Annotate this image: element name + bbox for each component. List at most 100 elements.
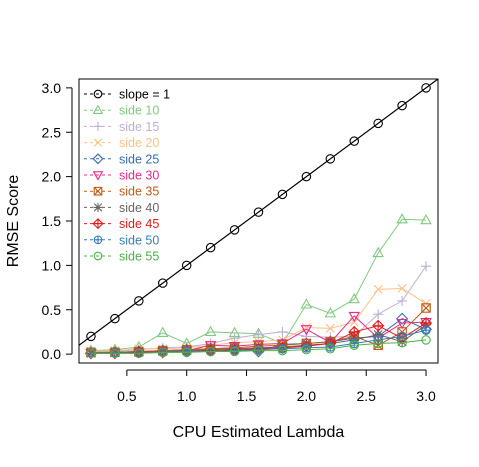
- reference-point: [86, 331, 96, 342]
- series-side-55: [86, 335, 431, 358]
- legend-swatch-marker: [92, 171, 104, 181]
- legend-swatch-marker: [93, 186, 103, 196]
- data-point: [397, 337, 407, 348]
- data-point: [253, 329, 264, 340]
- data-point: [300, 298, 313, 309]
- x-tick-label: 1.5: [237, 388, 257, 404]
- data-point: [372, 246, 384, 258]
- legend-swatch-marker: [92, 153, 104, 165]
- legend-label: side 45: [119, 217, 159, 231]
- data-point: [421, 335, 431, 345]
- data-point: [348, 292, 361, 304]
- data-point: [348, 311, 361, 323]
- reference-point: [277, 189, 288, 200]
- y-tick-label: 1.0: [42, 257, 62, 273]
- data-point: [324, 307, 337, 318]
- legend-entry-side-30: side 30: [84, 169, 159, 183]
- reference-point: [205, 242, 216, 253]
- reference-point: [229, 225, 240, 235]
- data-point: [348, 325, 361, 338]
- reference-point: [181, 260, 192, 271]
- legend-entry-side-10: side 10: [84, 104, 159, 118]
- legend-swatch-marker: [93, 121, 103, 131]
- data-point: [277, 326, 288, 337]
- data-point: [277, 345, 288, 356]
- legend-swatch-marker: [93, 251, 103, 261]
- data-point: [397, 331, 407, 342]
- legend-entry-side-35: side 35: [84, 185, 159, 199]
- x-tick-label: 2.5: [356, 388, 376, 404]
- data-point: [229, 333, 240, 344]
- data-point: [300, 325, 313, 336]
- legend-entry-slope-1: slope = 1: [84, 88, 170, 102]
- legend-swatch-marker: [92, 218, 104, 230]
- data-point: [205, 346, 216, 357]
- x-tick-label: 3.0: [416, 388, 436, 404]
- legend-label: side 30: [119, 169, 159, 183]
- data-point: [204, 325, 217, 337]
- legend-label: slope = 1: [119, 88, 170, 102]
- reference-point: [325, 154, 336, 164]
- reference-point: [421, 83, 431, 93]
- series-line-side-55: [90, 339, 427, 354]
- legend-swatch-marker: [93, 202, 103, 212]
- data-point: [325, 344, 336, 354]
- legend-label: side 20: [119, 136, 159, 150]
- reference-point: [110, 313, 120, 324]
- legend-swatch-marker: [93, 138, 103, 147]
- y-axis: 0.0 0.5 1.0 1.5 2.0 2.5 3.0: [42, 80, 73, 362]
- y-axis-label: RMSE Score: [5, 175, 22, 268]
- plot-frame: [78, 78, 439, 364]
- x-tick-label: 0.5: [117, 388, 137, 404]
- reference-point: [373, 118, 383, 129]
- y-tick-label: 0.5: [42, 302, 62, 318]
- data-point: [397, 283, 407, 294]
- data-point: [373, 284, 383, 294]
- y-tick-label: 3.0: [42, 80, 62, 96]
- legend: slope = 1 side 10 side 15 side 20 side 25 sid…: [84, 88, 170, 264]
- legend-entry-side-40: side 40: [84, 201, 159, 215]
- x-axis-label: CPU Estimated Lambda: [173, 424, 345, 441]
- legend-entry-side-15: side 15: [84, 120, 159, 134]
- reference-point: [158, 278, 168, 288]
- series-layer: [84, 213, 433, 360]
- legend-label: side 25: [119, 152, 159, 166]
- reference-point: [253, 207, 264, 217]
- reference-line-layer: [79, 79, 438, 346]
- data-point: [86, 348, 96, 358]
- legend-entry-side-45: side 45: [84, 217, 159, 231]
- data-point: [420, 213, 432, 225]
- legend-label: side 40: [119, 201, 159, 215]
- data-point: [325, 323, 335, 333]
- data-point: [158, 347, 168, 358]
- data-point: [420, 261, 432, 272]
- legend-swatch-marker: [93, 89, 103, 99]
- y-tick-label: 1.5: [42, 213, 62, 229]
- legend-label: side 35: [119, 185, 159, 199]
- data-point: [421, 325, 431, 335]
- legend-entry-side-55: side 55: [84, 250, 159, 264]
- y-tick-label: 2.0: [42, 169, 62, 185]
- data-point: [421, 303, 431, 313]
- data-point: [396, 318, 408, 330]
- data-point: [156, 326, 169, 337]
- reference-line: [79, 79, 438, 346]
- legend-swatch-marker: [92, 104, 104, 114]
- reference-point: [134, 296, 144, 306]
- data-point: [373, 309, 384, 320]
- x-tick-label: 2.0: [297, 388, 317, 404]
- x-tick-label: 1.0: [177, 388, 197, 404]
- data-point: [301, 344, 312, 355]
- data-point: [349, 340, 359, 350]
- data-point: [372, 319, 385, 332]
- data-point: [396, 213, 408, 224]
- data-point: [134, 348, 144, 358]
- data-point: [373, 338, 383, 349]
- data-point: [253, 345, 264, 356]
- data-point: [397, 295, 408, 306]
- x-axis: 0.5 1.0 1.5 2.0 2.5 3.0: [117, 369, 436, 404]
- data-point: [229, 346, 240, 357]
- legend-label: side 55: [119, 250, 159, 264]
